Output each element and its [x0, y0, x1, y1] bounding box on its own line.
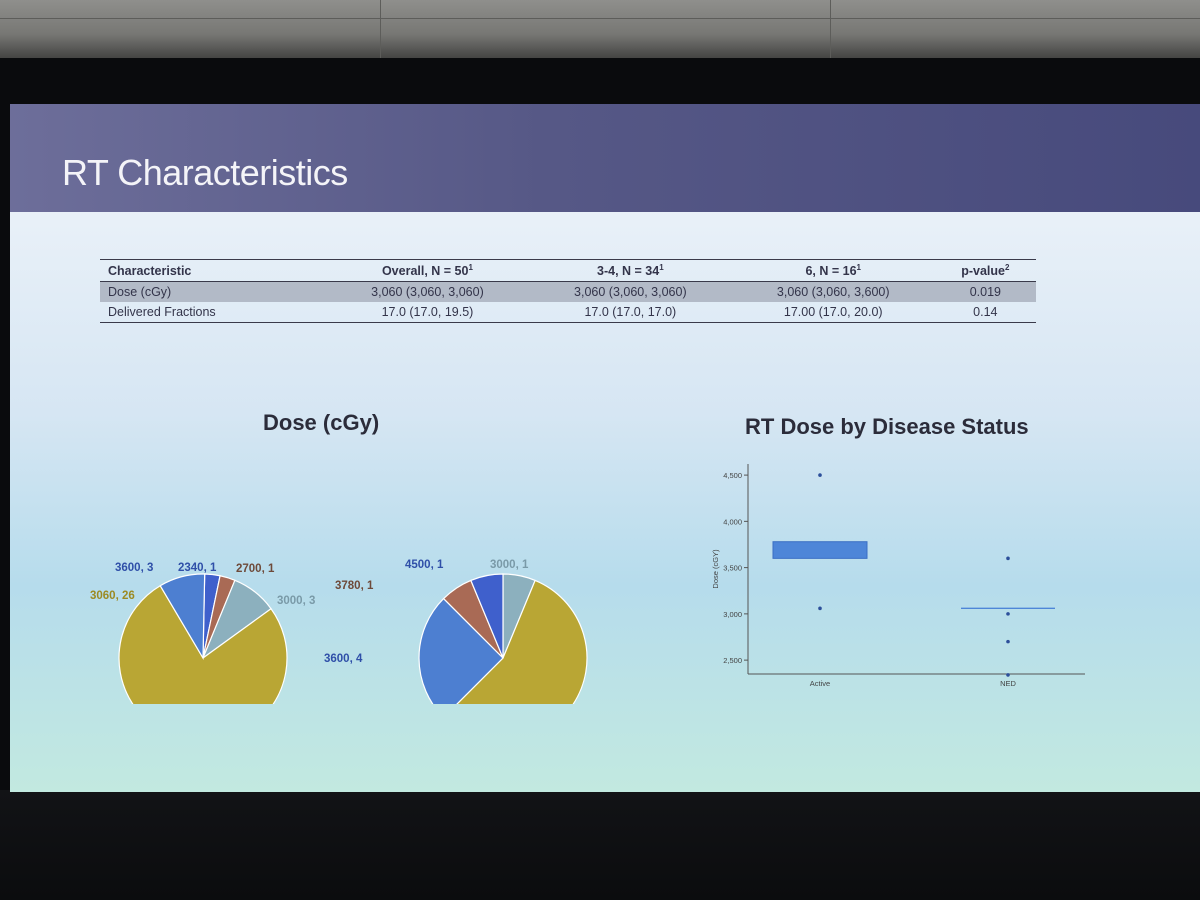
table-row: Delivered Fractions 17.0 (17.0, 19.5) 17… — [100, 302, 1036, 323]
pie-slice-3060 — [456, 579, 588, 704]
table-header-cell: Overall, N = 501 — [381, 263, 473, 279]
table-header-cell: Characteristic — [108, 263, 192, 278]
rt-characteristics-table: Characteristic Overall, N = 501 3-4, N =… — [100, 259, 1036, 323]
pie-data-label: 2700, 1 — [236, 563, 275, 575]
table-header-cell: p-value2 — [961, 263, 1010, 279]
box-active — [772, 541, 868, 559]
presentation-slide: RT Characteristics Characteristic Overal… — [10, 104, 1200, 792]
table-header-row: Characteristic Overall, N = 501 3-4, N =… — [100, 259, 1036, 282]
pie-data-label: 3600, 3 — [115, 562, 153, 574]
pie-data-label: 2340, 1 — [178, 562, 217, 574]
pie-slice-3600 — [418, 597, 504, 704]
y-tick-label: 3,500 — [723, 564, 742, 573]
pie-data-label: 3060, 26 — [90, 590, 135, 602]
stage-floor — [0, 790, 1200, 900]
slide-title: RT Characteristics — [62, 152, 348, 193]
y-axis-label: Dose (cGY) — [711, 549, 720, 589]
table-cell: 3,060 (3,060, 3,060) — [574, 285, 687, 300]
y-tick-label: 4,000 — [723, 517, 742, 526]
boxplot-title: RT Dose by Disease Status — [745, 414, 1029, 439]
ceiling-tile-line — [380, 0, 381, 58]
ceiling-tile-line — [830, 0, 831, 58]
table-cell: 0.14 — [973, 305, 998, 320]
table-cell: Delivered Fractions — [108, 305, 216, 320]
outlier-point — [1006, 556, 1010, 561]
table-cell: Dose (cGy) — [108, 285, 172, 300]
slide-header: RT Characteristics — [10, 104, 1200, 212]
x-tick-label: Active — [810, 679, 830, 688]
table-cell: 0.019 — [969, 285, 1001, 300]
dose-boxplot: 2,500 3,000 3,500 4,000 4,500 Dose (cGY) Activ… — [711, 464, 1085, 688]
table-cell: 3,060 (3,060, 3,060) — [371, 285, 484, 300]
pie-data-label: 3000, 3 — [277, 595, 315, 607]
outlier-point — [1006, 673, 1010, 677]
pie-slice-3060 — [118, 584, 288, 704]
outlier-point — [818, 606, 822, 611]
x-tick-label: NED — [1000, 679, 1016, 688]
y-tick-label: 4,500 — [723, 471, 742, 480]
table-header-cell: 3-4, N = 341 — [597, 263, 664, 279]
pie-data-label: 4500, 1 — [405, 559, 444, 571]
outlier-point — [818, 473, 822, 477]
y-tick-label: 3,000 — [723, 610, 742, 619]
dose-chart-title: Dose (cGy) — [263, 410, 380, 435]
table-row: Dose (cGy) 3,060 (3,060, 3,060) 3,060 (3… — [100, 281, 1036, 303]
table-cell: 17.00 (17.0, 20.0) — [783, 305, 883, 320]
pie-data-label: 3000, 1 — [490, 559, 529, 571]
pie-slice-4500 — [470, 573, 504, 659]
y-tick-label: 2,500 — [723, 656, 742, 665]
pie-slice-3600 — [159, 573, 206, 661]
outlier-point — [1006, 639, 1010, 644]
table-header-cell: 6, N = 161 — [805, 263, 861, 279]
ceiling-tile-line — [0, 18, 1200, 19]
ceiling — [0, 0, 1200, 62]
pie-data-label: 3780, 1 — [335, 580, 374, 592]
table-cell: 17.0 (17.0, 17.0) — [584, 305, 677, 320]
pie-data-label: 3600, 4 — [324, 653, 363, 665]
table-cell: 17.0 (17.0, 19.5) — [381, 305, 474, 320]
outlier-point — [1006, 612, 1010, 616]
table-cell: 3,060 (3,060, 3,600) — [776, 285, 890, 300]
